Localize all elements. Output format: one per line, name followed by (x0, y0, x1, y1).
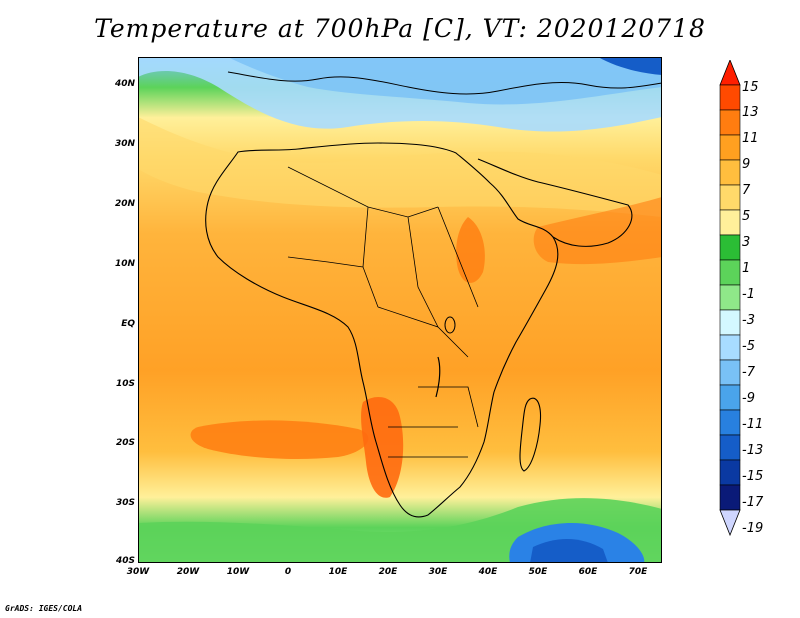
colorbar-segment (719, 409, 741, 436)
colorbar-segment (719, 184, 741, 211)
x-tick-label: 60E (578, 567, 598, 577)
x-tick-label: 70E (628, 567, 648, 577)
temperature-field (138, 57, 662, 563)
x-tick-label: 50E (528, 567, 548, 577)
lake-tanganyika (435, 356, 441, 398)
y-tick-label: EQ (121, 319, 135, 329)
x-tick-label: 20W (176, 567, 200, 577)
x-tick-label: 10E (328, 567, 348, 577)
x-tick-label: 0 (284, 567, 292, 577)
colorbar-segment (719, 359, 741, 386)
y-tick-label: 10N (114, 259, 135, 269)
colorbar-bottom-arrow (719, 509, 741, 537)
colorbar-segment (719, 459, 741, 486)
colorbar-segment (719, 209, 741, 236)
arabian-sea-warm-patch (533, 197, 662, 265)
lake-victoria (444, 316, 456, 334)
x-tick-label: 20E (378, 567, 398, 577)
north-colder-band (228, 57, 662, 105)
y-tick-label: 20S (115, 438, 135, 448)
colorbar-segment (719, 434, 741, 461)
colorbar-segment (719, 109, 741, 136)
colorbar-top-arrow (719, 60, 741, 86)
colorbar (719, 60, 741, 537)
x-tick-label: 30W (126, 567, 150, 577)
colorbar-segment (719, 384, 741, 411)
y-tick-label: 40S (115, 556, 135, 566)
subtropical-band (138, 117, 662, 217)
colorbar-segment (719, 259, 741, 286)
map-title: Temperature at 700hPa [C], VT: 202012071… (94, 14, 706, 43)
credit-text: GrADS: IGES/COLA (5, 604, 83, 613)
colorbar-label: -1 (742, 287, 755, 302)
colorbar-segment (719, 159, 741, 186)
colorbar-segment (719, 484, 741, 511)
y-tick-label: 20N (114, 199, 135, 209)
y-tick-label: 30S (115, 498, 135, 508)
colorbar-segment (719, 284, 741, 311)
colorbar-label: -15 (742, 469, 764, 484)
y-tick-label: 40N (114, 79, 135, 89)
y-tick-label: 30N (114, 139, 135, 149)
y-tick-label: 10S (115, 379, 135, 389)
map-border (138, 57, 662, 563)
colorbar-label: -5 (742, 339, 755, 354)
arabia-coastline (477, 158, 633, 247)
x-tick-label: 40E (478, 567, 498, 577)
colorbar-segment (719, 334, 741, 361)
north-coldest-patch (598, 57, 662, 75)
colorbar-label: -3 (742, 313, 755, 328)
x-tick-label: 10W (226, 567, 250, 577)
colorbar-label: -19 (742, 521, 764, 536)
map-canvas (138, 57, 663, 563)
colorbar-label: 9 (742, 157, 751, 172)
country-borders (287, 166, 479, 458)
colorbar-label: 1 (742, 261, 751, 276)
colorbar-label: -17 (742, 495, 764, 510)
colorbar-label: -7 (742, 365, 755, 380)
colorbar-label: 3 (742, 235, 751, 250)
colorbar-segment (719, 134, 741, 161)
colorbar-label: 11 (742, 131, 759, 146)
south-colder-patch (530, 538, 608, 563)
colorbar-label: -13 (742, 443, 764, 458)
colorbar-segment (719, 234, 741, 261)
temperature-map (138, 57, 663, 563)
colorbar-label: 5 (742, 209, 751, 224)
colorbar-segment (719, 84, 741, 111)
africa-coastline (205, 142, 559, 518)
colorbar-label: -9 (742, 391, 755, 406)
colorbar-segment (719, 309, 741, 336)
colorbar-label: 7 (742, 183, 751, 198)
x-tick-label: 30E (428, 567, 448, 577)
colorbar-label: -11 (742, 417, 764, 432)
colorbar-label: 15 (742, 80, 759, 95)
colorbar-label: 13 (742, 105, 759, 120)
europe-coastline (227, 71, 663, 95)
east-africa-hot-patch (456, 217, 485, 283)
madagascar-outline (519, 397, 542, 472)
south-atlantic-warm-patch (190, 420, 369, 460)
